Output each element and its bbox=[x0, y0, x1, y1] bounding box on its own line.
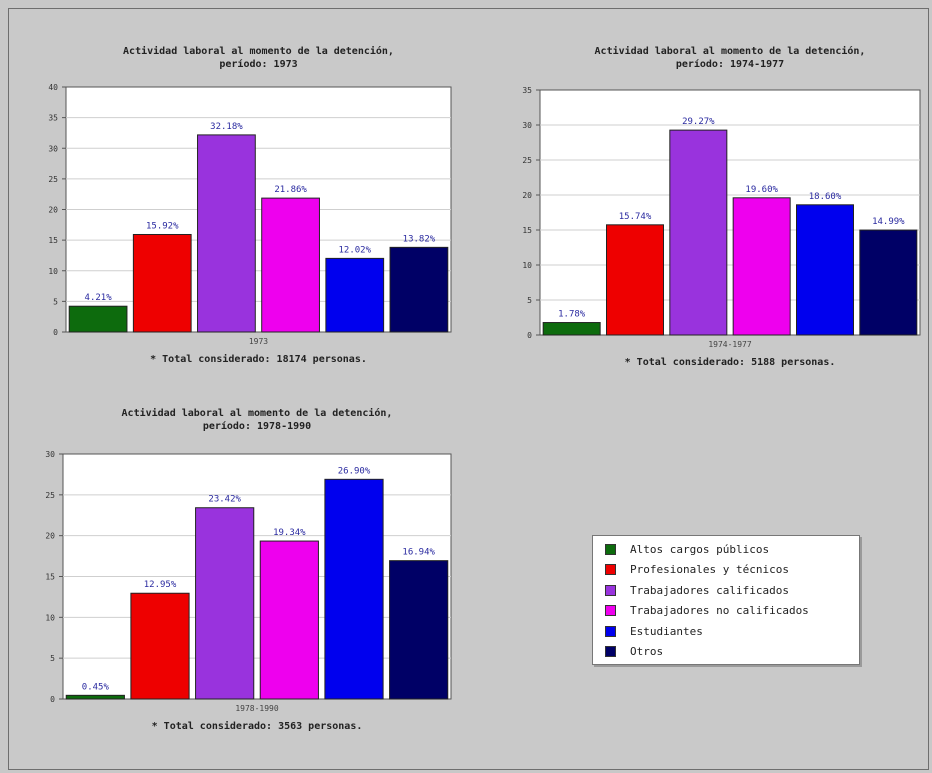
legend: Altos cargos públicos Profesionales y té… bbox=[592, 535, 860, 665]
bar-value-label: 19.60% bbox=[745, 185, 778, 195]
bar-value-label: 32.18% bbox=[210, 122, 243, 132]
bar bbox=[796, 204, 854, 336]
legend-item: Trabajadores no calificados bbox=[605, 601, 859, 622]
chart-subtitle: período: 1974-1977 bbox=[676, 58, 784, 70]
y-tick-label: 35 bbox=[522, 86, 532, 95]
y-tick-label: 30 bbox=[48, 144, 58, 153]
bar bbox=[669, 129, 728, 336]
bar bbox=[542, 322, 601, 336]
legend-swatch bbox=[605, 543, 616, 555]
bar-value-label: 21.86% bbox=[274, 185, 307, 195]
bar bbox=[261, 197, 320, 333]
bar-value-label: 19.34% bbox=[273, 528, 306, 538]
legend-label: Estudiantes bbox=[630, 624, 703, 638]
bar bbox=[732, 197, 791, 336]
y-tick-label: 15 bbox=[522, 226, 532, 235]
bar-value-label: 13.82% bbox=[403, 234, 436, 244]
legend-swatch bbox=[605, 625, 616, 637]
y-tick-label: 25 bbox=[45, 491, 55, 500]
legend-swatch bbox=[605, 564, 616, 576]
bar-value-label: 29.27% bbox=[682, 117, 715, 127]
bar bbox=[325, 257, 385, 333]
legend-swatch bbox=[605, 646, 616, 658]
legend-label: Trabajadores calificados bbox=[630, 583, 789, 597]
legend-label: Profesionales y técnicos bbox=[630, 563, 789, 577]
x-axis-label: 1974-1977 bbox=[708, 340, 752, 349]
bar-value-label: 15.74% bbox=[619, 212, 652, 222]
y-tick-label: 35 bbox=[48, 114, 58, 123]
bar bbox=[130, 592, 190, 700]
chart-subtitle: período: 1973 bbox=[219, 58, 297, 70]
chart-1974-1977: Actividad laboral al momento de la deten… bbox=[522, 45, 921, 368]
bar bbox=[195, 507, 255, 700]
bar-value-label: 14.99% bbox=[872, 217, 905, 227]
bar-value-label: 12.95% bbox=[144, 580, 177, 590]
total-note: * Total considerado: 18174 personas. bbox=[150, 353, 367, 365]
legend-swatch bbox=[605, 605, 616, 617]
legend-item: Trabajadores calificados bbox=[605, 580, 859, 601]
bar-value-label: 4.21% bbox=[85, 293, 113, 303]
bar bbox=[132, 233, 192, 333]
legend-item: Profesionales y técnicos bbox=[605, 560, 859, 581]
y-tick-label: 40 bbox=[48, 83, 58, 92]
bar-value-label: 15.92% bbox=[146, 221, 179, 231]
y-tick-label: 20 bbox=[48, 206, 58, 215]
y-tick-label: 10 bbox=[48, 267, 58, 276]
y-tick-label: 10 bbox=[45, 613, 55, 622]
figure-frame: Actividad laboral al momento de la deten… bbox=[8, 8, 929, 770]
y-tick-label: 15 bbox=[45, 573, 55, 582]
y-tick-label: 0 bbox=[53, 328, 58, 337]
bar bbox=[389, 246, 449, 333]
chart-title: Actividad laboral al momento de la deten… bbox=[122, 407, 393, 419]
bar-value-label: 1.78% bbox=[558, 310, 586, 320]
x-axis-label: 1973 bbox=[249, 337, 268, 346]
y-tick-label: 0 bbox=[527, 331, 532, 340]
legend-item: Otros bbox=[605, 642, 859, 663]
bar bbox=[859, 229, 918, 336]
bar-value-label: 23.42% bbox=[208, 495, 241, 505]
y-tick-label: 30 bbox=[45, 450, 55, 459]
bar bbox=[68, 305, 128, 333]
chart-subtitle: período: 1978-1990 bbox=[203, 420, 311, 432]
bar bbox=[197, 134, 256, 333]
bar bbox=[389, 560, 449, 700]
y-tick-label: 25 bbox=[522, 156, 532, 165]
y-tick-label: 10 bbox=[522, 261, 532, 270]
bar bbox=[65, 694, 125, 700]
bar-value-label: 16.94% bbox=[402, 548, 435, 558]
bar bbox=[324, 478, 384, 700]
bar-value-label: 12.02% bbox=[338, 245, 371, 255]
legend-item: Estudiantes bbox=[605, 621, 859, 642]
legend-swatch bbox=[605, 584, 616, 596]
bar-value-label: 26.90% bbox=[338, 466, 371, 476]
y-tick-label: 5 bbox=[53, 297, 58, 306]
total-note: * Total considerado: 5188 personas. bbox=[625, 356, 836, 368]
bar-value-label: 18.60% bbox=[809, 192, 842, 202]
bar bbox=[606, 224, 664, 336]
y-tick-label: 0 bbox=[50, 695, 55, 704]
chart-title: Actividad laboral al momento de la deten… bbox=[123, 45, 394, 57]
bar-value-label: 0.45% bbox=[82, 682, 110, 692]
legend-label: Otros bbox=[630, 645, 664, 659]
y-tick-label: 5 bbox=[50, 654, 55, 663]
legend-label: Trabajadores no calificados bbox=[630, 604, 809, 618]
bar bbox=[259, 540, 319, 700]
legend-item: Altos cargos públicos bbox=[605, 539, 859, 560]
total-note: * Total considerado: 3563 personas. bbox=[152, 720, 363, 732]
y-tick-label: 20 bbox=[522, 191, 532, 200]
x-axis-label: 1978-1990 bbox=[235, 704, 279, 713]
legend-label: Altos cargos públicos bbox=[630, 542, 770, 556]
y-tick-label: 30 bbox=[522, 121, 532, 130]
plot-area bbox=[539, 89, 921, 336]
y-tick-label: 20 bbox=[45, 532, 55, 541]
chart-title: Actividad laboral al momento de la deten… bbox=[595, 45, 866, 57]
y-tick-label: 5 bbox=[527, 296, 532, 305]
y-tick-label: 25 bbox=[48, 175, 58, 184]
chart-1973: Actividad laboral al momento de la deten… bbox=[48, 45, 452, 365]
chart-1978-1990: Actividad laboral al momento de la deten… bbox=[45, 407, 452, 732]
y-tick-label: 15 bbox=[48, 236, 58, 245]
